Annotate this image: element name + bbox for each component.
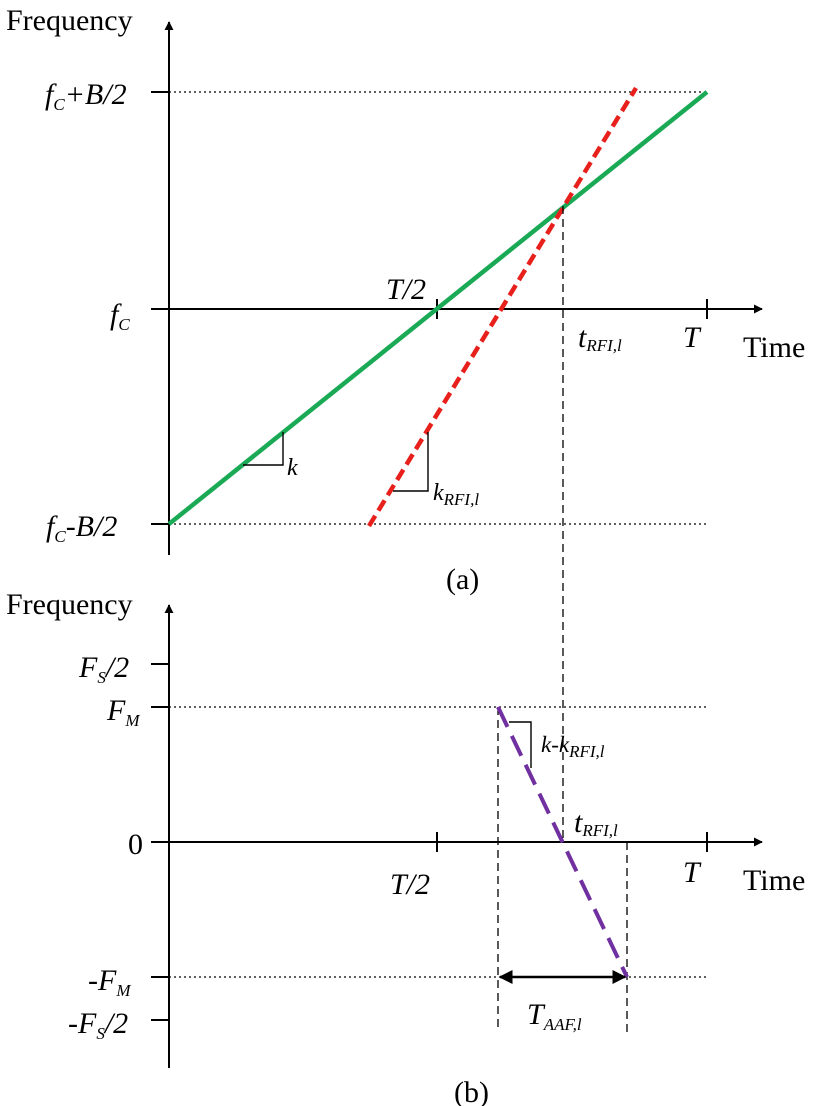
label-zero: 0	[128, 828, 143, 861]
label-fm: FM	[106, 694, 140, 730]
label-t-aaf: TAAF,l	[527, 998, 582, 1034]
rfi-line	[367, 86, 638, 528]
label-fc: fC	[110, 298, 130, 334]
label-fc-plus-b2: fC+B/2	[45, 78, 127, 114]
label-t-a: T	[683, 321, 702, 354]
caption-a: (a)	[446, 563, 479, 596]
label-t-rfi-a: tRFI,l	[578, 321, 622, 355]
chirp-slope-triangle	[243, 432, 284, 466]
panel-a: Frequency Time fC+B/2 fC fC-B/2 T/2 T tR…	[6, 4, 805, 596]
label-t-half-a: T/2	[386, 273, 426, 306]
label-k-minus-k-rfi: k-kRFI,l	[541, 732, 605, 761]
beat-slope-triangle	[509, 721, 532, 768]
panel-a-y-axis-label: Frequency	[6, 4, 133, 37]
label-t-rfi-b: tRFI,l	[574, 806, 618, 840]
label-k-rfi: kRFI,l	[433, 480, 479, 509]
panel-b-y-axis-label: Frequency	[6, 588, 133, 621]
panel-b: Frequency Time FS/2 FM 0 -FM -FS/2 T/2 T…	[6, 588, 805, 1106]
label-t-half-b: T/2	[390, 868, 430, 901]
label-fc-minus-b2: fC-B/2	[46, 510, 117, 546]
caption-b: (b)	[454, 1076, 489, 1106]
label-t-b: T	[683, 856, 702, 889]
chirp-line	[167, 90, 709, 526]
panel-a-x-axis-label: Time	[743, 331, 805, 364]
panel-b-x-axis-label: Time	[743, 864, 805, 897]
rfi-slope-triangle	[393, 432, 429, 492]
label-neg-fm: -FM	[88, 964, 131, 1000]
beat-frequency-line	[496, 706, 629, 978]
label-k: k	[287, 455, 298, 481]
label-neg-fs-half: -FS/2	[68, 1007, 128, 1043]
label-fs-half: FS/2	[78, 651, 129, 687]
